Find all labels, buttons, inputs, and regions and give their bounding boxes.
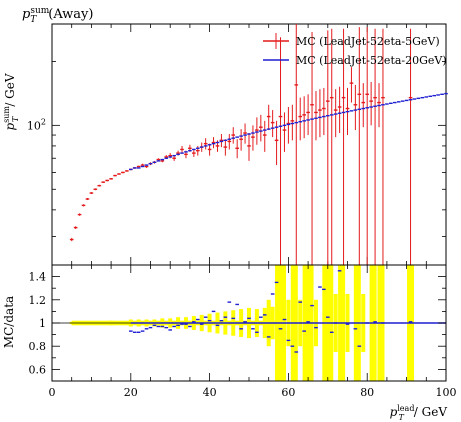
x-tick-label: 80	[360, 386, 374, 399]
data-point-5gev	[298, 97, 303, 141]
data-point-5gev	[180, 145, 184, 154]
data-point-5gev	[235, 139, 239, 159]
data-point-5gev	[302, 96, 306, 139]
data-point-5gev	[251, 125, 255, 151]
x-tick-label: 60	[281, 386, 295, 399]
data-point-5gev	[326, 30, 330, 265]
data-point-5gev	[73, 226, 78, 230]
data-point-5gev	[290, 104, 295, 141]
main-y-tick-label: 102	[27, 117, 46, 132]
data-point-5gev	[109, 177, 113, 180]
data-point-5gev	[341, 28, 346, 265]
data-point-5gev	[322, 87, 326, 136]
data-point-5gev	[89, 192, 94, 195]
legend-label-20gev: MC (LeadJet-52eta-20GeV)	[296, 54, 447, 67]
ratio-y-axis-label: MC/data	[2, 296, 16, 348]
data-point-5gev	[85, 197, 90, 201]
data-point-5gev	[81, 204, 86, 207]
data-point-5gev	[381, 28, 385, 265]
data-point-5gev	[223, 139, 228, 156]
ratio-y-tick-label: 1.2	[29, 294, 47, 307]
data-point-5gev	[310, 32, 314, 265]
data-point-5gev	[101, 181, 106, 184]
data-point-5gev	[369, 81, 373, 126]
data-point-5gev	[373, 28, 377, 265]
main-y-axis-label: psumT/ GeV	[2, 73, 20, 130]
legend-label-5gev: MC (LeadJet-52eta-5GeV)	[296, 35, 440, 48]
data-point-5gev	[113, 174, 117, 177]
x-tick-label: 40	[203, 386, 217, 399]
data-point-5gev	[117, 173, 121, 175]
data-point-5gev	[365, 27, 369, 265]
data-point-5gev	[314, 91, 318, 141]
ratio-plot-area: 0.6 0.8 1 1.2 1.4 0 20 40 60 80 100	[29, 264, 457, 399]
chart-title: psum T (Away)	[22, 6, 93, 25]
data-point-5gev	[105, 179, 109, 182]
data-point-5gev	[211, 137, 216, 149]
data-point-5gev	[353, 84, 358, 131]
main-plot-area: 102	[27, 23, 448, 266]
data-point-5gev	[255, 117, 259, 145]
data-point-5gev	[329, 28, 334, 265]
data-point-5gev	[69, 237, 74, 242]
data-point-5gev	[192, 149, 196, 157]
data-point-5gev	[270, 110, 275, 138]
data-point-5gev	[294, 24, 299, 265]
data-point-5gev	[357, 27, 362, 265]
data-point-5gev	[231, 127, 236, 144]
x-tick-label: 0	[49, 386, 56, 399]
data-point-5gev	[219, 134, 224, 148]
data-point-5gev	[318, 89, 322, 138]
data-point-5gev	[247, 133, 251, 161]
data-point-5gev	[306, 94, 310, 136]
data-point-5gev	[203, 138, 208, 150]
data-point-5gev	[349, 67, 354, 103]
data-point-5gev	[337, 86, 342, 134]
data-point-5gev	[207, 143, 212, 156]
x-axis-label: plead T / GeV	[390, 404, 448, 422]
data-point-5gev	[125, 170, 129, 172]
data-point-5gev	[333, 89, 338, 138]
ratio-y-tick-label: 1	[39, 317, 46, 330]
data-point-5gev	[282, 112, 287, 152]
x-tick-label: 100	[436, 386, 457, 399]
data-point-5gev	[93, 188, 98, 191]
data-point-5gev	[361, 83, 366, 128]
data-point-5gev	[286, 106, 291, 144]
data-point-5gev	[243, 123, 247, 144]
x-tick-label: 20	[124, 386, 138, 399]
data-point-5gev	[121, 171, 125, 174]
ratio-y-tick-label: 0.8	[29, 340, 47, 353]
data-point-5gev	[97, 184, 102, 187]
data-point-5gev	[278, 37, 283, 265]
data-point-5gev	[77, 213, 82, 216]
data-point-5gev	[195, 145, 200, 156]
data-point-5gev	[262, 120, 267, 152]
data-point-5gev	[172, 155, 176, 161]
data-point-5gev	[408, 28, 413, 265]
data-point-5gev	[266, 104, 271, 131]
data-point-5gev	[227, 134, 232, 150]
ratio-y-tick-label: 1.4	[29, 271, 47, 284]
data-point-5gev	[259, 114, 263, 142]
data-point-5gev	[239, 129, 243, 151]
data-point-5gev	[136, 165, 141, 168]
legend: MC (LeadJet-52eta-5GeV) MC (LeadJet-52et…	[263, 33, 447, 67]
ratio-y-tick-label: 0.6	[29, 363, 47, 376]
data-point-5gev	[274, 120, 279, 166]
